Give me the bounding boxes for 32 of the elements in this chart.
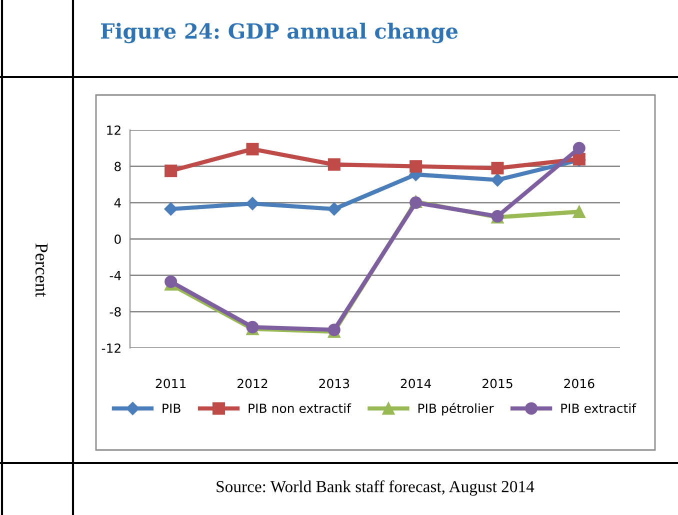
y-tick-label: 4 bbox=[114, 198, 121, 208]
point bbox=[246, 196, 260, 210]
point bbox=[491, 162, 504, 174]
y-axis-title: Percent bbox=[35, 243, 48, 297]
y-tick-label: -12 bbox=[102, 343, 120, 353]
point bbox=[572, 142, 586, 154]
y-tick-label: -4 bbox=[110, 270, 121, 280]
x-tick-label: 2015 bbox=[482, 378, 512, 388]
point bbox=[490, 173, 504, 187]
y-tick-label: 0 bbox=[114, 234, 121, 244]
point bbox=[328, 158, 340, 171]
point bbox=[164, 202, 178, 216]
y-tick-label: 8 bbox=[114, 162, 121, 172]
x-tick-label: 2014 bbox=[400, 378, 432, 388]
point bbox=[164, 275, 178, 288]
x-tick-label: 2016 bbox=[564, 378, 594, 388]
point bbox=[328, 202, 341, 216]
point bbox=[246, 142, 259, 156]
y-tick-label: 12 bbox=[107, 125, 120, 135]
x-tick-label: 2013 bbox=[319, 378, 350, 388]
legend-label: PIB extractif bbox=[561, 403, 636, 414]
point bbox=[164, 164, 178, 178]
y-tick-label: -8 bbox=[110, 307, 121, 317]
legend-label: PIB non extractif bbox=[248, 403, 352, 414]
point bbox=[572, 206, 586, 218]
legend-label: PIB bbox=[162, 404, 180, 413]
chart-title: Figure 24: GDP annual change bbox=[100, 22, 458, 44]
x-tick-label: 2012 bbox=[238, 378, 268, 388]
source-note: Source: World Bank staff forecast, August 2014 bbox=[216, 480, 534, 496]
x-tick-label: 2011 bbox=[156, 378, 186, 388]
point bbox=[410, 160, 422, 173]
legend-label: PIB pétrolier bbox=[418, 402, 494, 416]
